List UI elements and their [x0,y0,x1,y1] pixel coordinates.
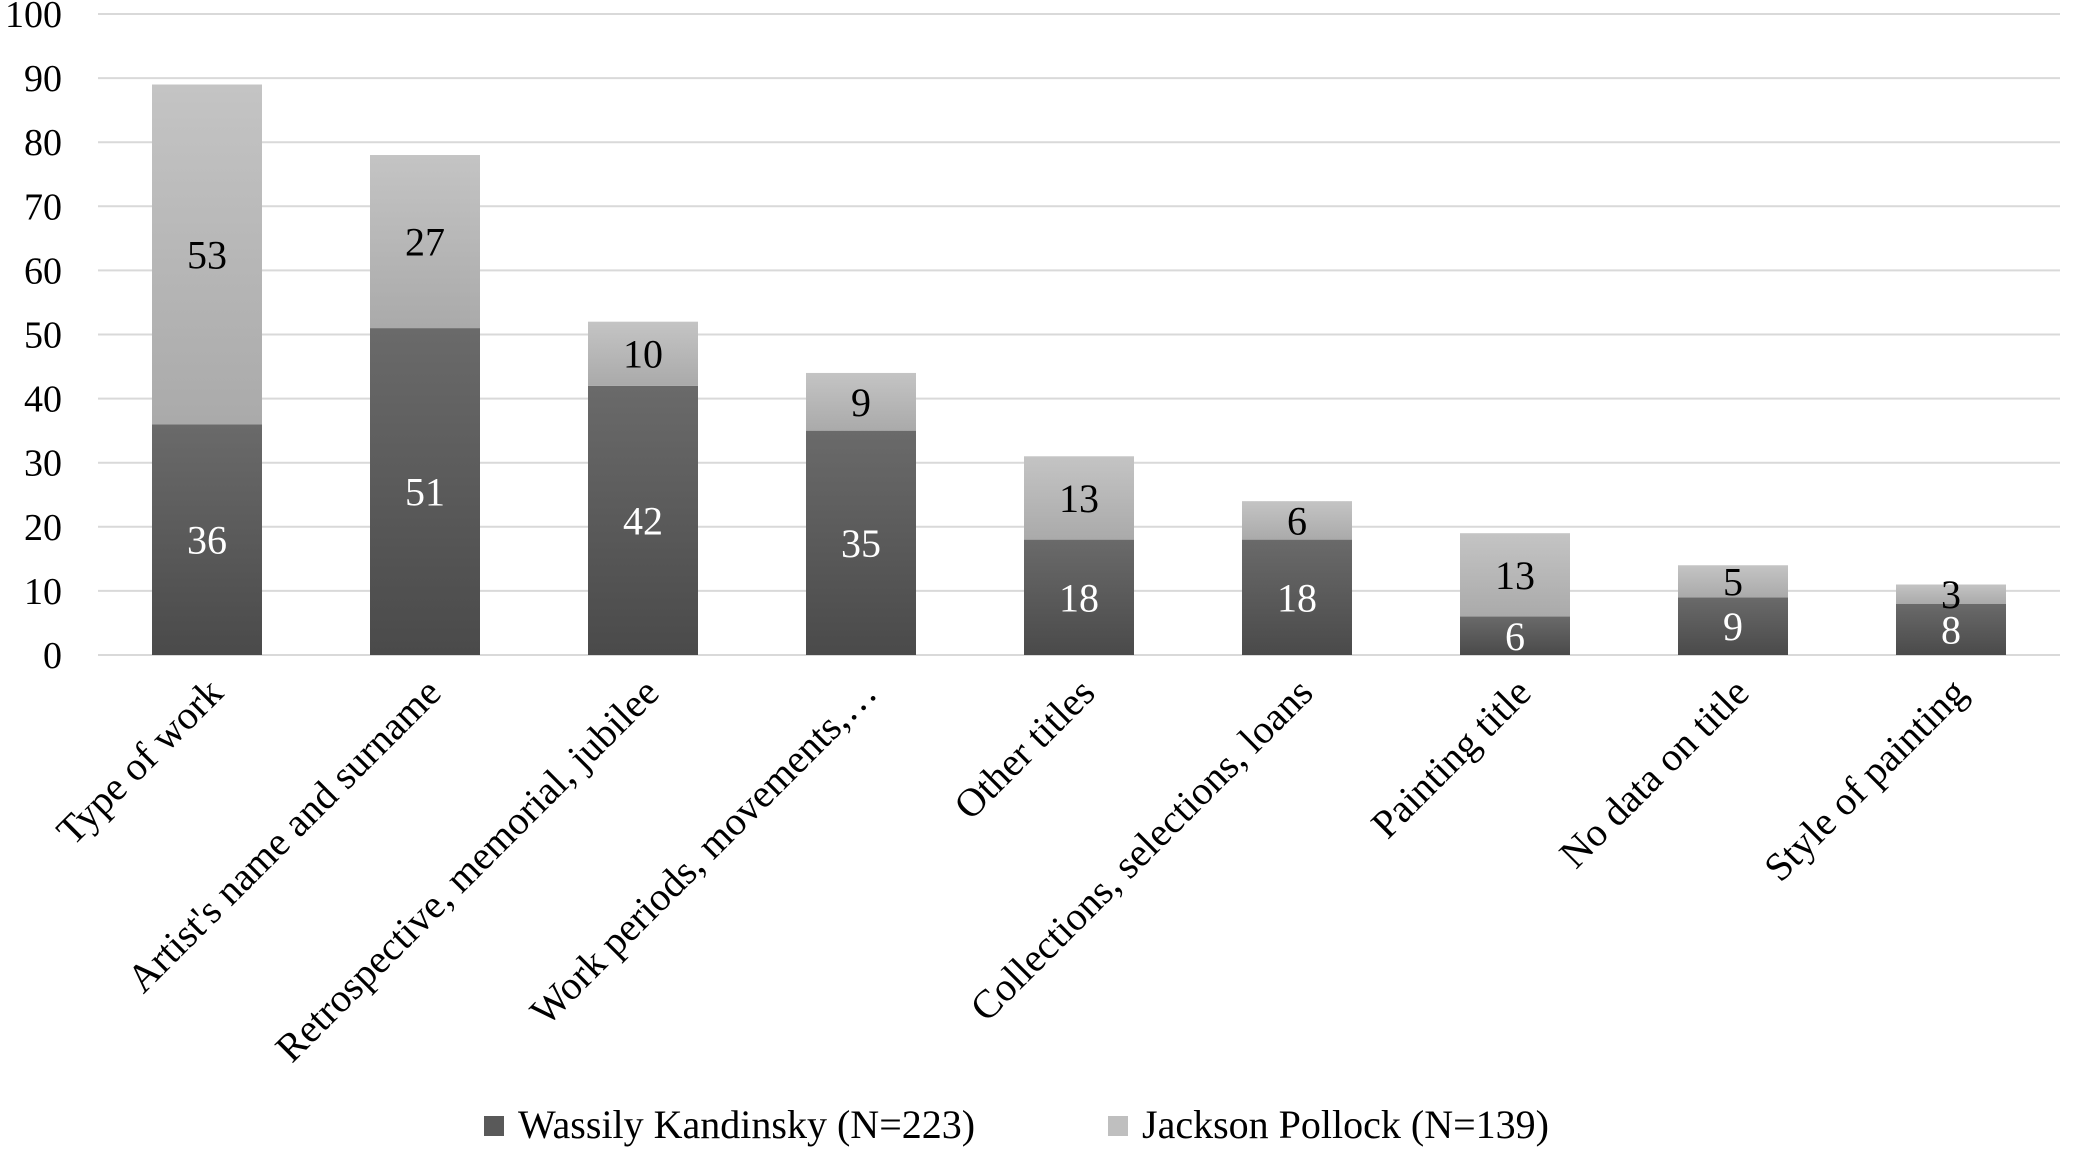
y-tick-label: 40 [24,379,62,421]
legend-label: Wassily Kandinsky (N=223) [518,1102,975,1147]
bar-kandinsky [806,430,916,655]
bar-kandinsky [1460,616,1570,655]
y-tick-label: 30 [24,443,62,485]
data-label-kandinsky: 18 [1059,575,1099,620]
bar-kandinsky [152,424,262,655]
bar-kandinsky [1024,539,1134,655]
bar-kandinsky [370,328,480,655]
legend: Wassily Kandinsky (N=223) Jackson Pollock… [484,1102,1549,1147]
x-category-label: Collections, selections, loans [961,670,1321,1030]
data-label-pollock: 6 [1287,498,1307,543]
data-label-kandinsky: 35 [841,521,881,566]
y-tick-label: 50 [24,315,62,357]
x-category-label: Work periods, movements,… [521,670,885,1034]
bar-pollock [370,155,480,329]
y-tick-label: 10 [24,571,62,613]
bar-pollock [1460,533,1570,617]
bar-pollock [1896,584,2006,604]
data-label-kandinsky: 8 [1941,607,1961,652]
y-tick-label: 100 [5,0,62,36]
data-label-pollock: 13 [1495,553,1535,598]
data-label-pollock: 5 [1723,559,1743,604]
data-label-kandinsky: 51 [405,470,445,515]
x-category-label: Style of painting [1755,670,1975,890]
data-label-kandinsky: 42 [623,498,663,543]
data-label-pollock: 3 [1941,572,1961,617]
y-tick-label: 80 [24,122,62,164]
data-label-kandinsky: 6 [1505,614,1525,659]
x-category-label: Retrospective, memorial, jubilee [266,670,667,1071]
y-tick-label: 90 [24,58,62,100]
y-tick-label: 0 [43,635,62,677]
y-axis-ticks: 0 10 20 30 40 50 60 70 80 90 100 [5,0,62,677]
data-label-pollock: 10 [623,332,663,377]
y-tick-label: 60 [24,250,62,292]
data-label-pollock: 53 [187,232,227,277]
x-category-label: Type of work [48,670,232,854]
y-tick-label: 70 [24,186,62,228]
bar-pollock [806,372,916,431]
x-category-label: Painting title [1362,670,1539,847]
bar-pollock [1678,565,1788,598]
y-tick-label: 20 [24,507,62,549]
data-label-kandinsky: 18 [1277,575,1317,620]
data-label-kandinsky: 36 [187,518,227,563]
legend-swatch [484,1116,504,1136]
bar-pollock [1242,501,1352,540]
data-label-pollock: 27 [405,220,445,265]
bar-kandinsky [1896,603,2006,655]
bar-pollock [1024,456,1134,540]
bar-pollock [152,84,262,425]
x-category-label: Other titles [945,670,1103,828]
x-category-label: No data on title [1550,670,1757,877]
bar-kandinsky [1678,597,1788,655]
legend-swatch [1108,1116,1128,1136]
bar-pollock [588,321,698,386]
bar-kandinsky [588,385,698,655]
legend-label: Jackson Pollock (N=139) [1142,1102,1549,1147]
data-label-pollock: 9 [851,380,871,425]
data-label-kandinsky: 9 [1723,604,1743,649]
bars [152,84,2006,655]
bar-kandinsky [1242,539,1352,655]
data-label-pollock: 13 [1059,476,1099,521]
